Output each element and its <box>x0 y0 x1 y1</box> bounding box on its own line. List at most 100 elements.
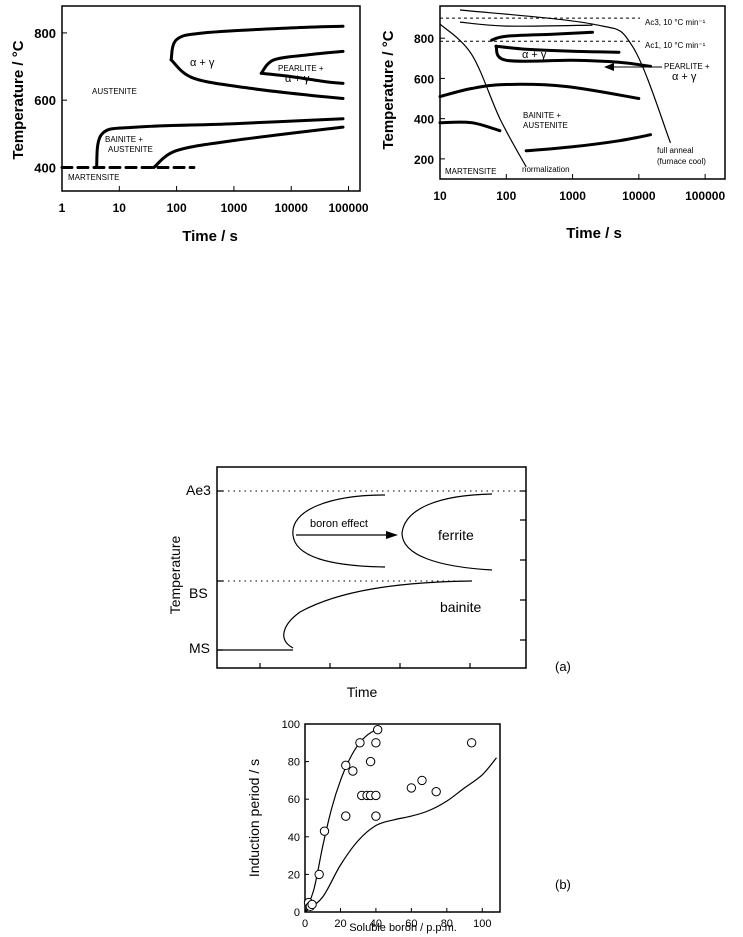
boron-effect-schematic: boron effect ferrite bainite Ae3 BS MS T… <box>167 466 571 700</box>
data-point <box>348 766 358 776</box>
region-label: AUSTENITE <box>108 145 153 154</box>
x-tick-label: 1000 <box>221 201 248 215</box>
tick-marks <box>259 663 471 668</box>
y-axis-label: Induction period / s <box>246 759 262 877</box>
transformation-curve <box>524 133 652 153</box>
arrow-head-icon <box>604 63 614 71</box>
data-point <box>371 790 381 801</box>
x-tick-label: 100 <box>496 189 516 203</box>
y-tick-label: 400 <box>414 113 434 127</box>
y-tick-bs: BS <box>189 585 208 601</box>
y-tick-label: 20 <box>288 869 300 881</box>
x-tick-label: 100000 <box>329 201 369 215</box>
region-label: AUSTENITE <box>92 87 137 96</box>
plot-frame <box>216 466 527 669</box>
panel-label: (a) <box>555 659 571 674</box>
data-point <box>466 738 477 748</box>
transformation-curve <box>490 30 594 42</box>
y-tick-label: 80 <box>288 757 300 769</box>
y-tick-label: 40 <box>288 832 300 844</box>
x-tick-label: 80 <box>441 918 453 930</box>
y-tick-label: 600 <box>414 72 434 86</box>
y-axis-label: Temperature / °C <box>10 40 27 159</box>
y-tick-ae3: Ae3 <box>186 482 211 498</box>
region-label: bainite <box>440 599 481 615</box>
region-label: α + γ <box>285 73 310 85</box>
region-label: MARTENSITE <box>445 167 496 176</box>
tick-marks <box>217 490 526 651</box>
fit-curve <box>304 757 497 913</box>
region-label: PEARLITE + <box>278 64 324 73</box>
transformation-curve <box>95 117 345 169</box>
data-point <box>431 786 441 797</box>
x-tick-label: 1000 <box>559 189 586 203</box>
x-axis-label: Time / s <box>566 225 622 242</box>
x-tick-label: 10000 <box>622 189 656 203</box>
transformation-curve <box>259 49 345 75</box>
data-point <box>371 738 381 748</box>
x-tick-label: 100 <box>167 201 187 215</box>
x-axis-label: Soluble boron / p.p.m. <box>349 922 457 934</box>
x-axis-label: Time <box>347 684 378 700</box>
data-point <box>307 899 317 910</box>
region-label: BAINITE + <box>523 111 561 120</box>
x-tick-label: 100 <box>473 918 491 930</box>
arrow-head-icon <box>386 531 398 539</box>
data-point <box>341 811 351 821</box>
x-tick-label: 10000 <box>275 201 309 215</box>
ttt-diagram-left: 1 10 100 1000 10000 100000 400 600 800 AUSTENITE… <box>10 5 369 245</box>
y-tick-ms: MS <box>189 640 210 656</box>
data-point <box>365 756 376 767</box>
transformation-curve <box>438 120 502 133</box>
region-label: α + γ <box>190 57 215 69</box>
region-label: BAINITE + <box>105 135 143 144</box>
annotation: boron effect <box>310 518 368 530</box>
ferrite-curve-before <box>292 494 386 568</box>
x-tick-label: 60 <box>405 918 417 930</box>
transformation-curve <box>494 44 621 54</box>
annotation: full anneal <box>657 146 694 155</box>
region-label: α + γ <box>672 71 697 83</box>
data-point <box>371 811 381 821</box>
transformation-curve <box>169 58 345 100</box>
ac1-label: Ac1, 10 °C min⁻¹ <box>645 41 706 50</box>
y-tick-label: 60 <box>288 794 300 806</box>
x-tick-label: 10 <box>433 189 447 203</box>
region-label: α + γ <box>522 49 547 61</box>
y-tick-label: 400 <box>34 160 56 175</box>
transformation-curve <box>259 71 345 85</box>
region-label: MARTENSITE <box>68 173 119 182</box>
bainite-curve <box>283 580 473 649</box>
plot-frame <box>304 723 501 913</box>
fit-curve <box>304 727 380 913</box>
annotation: normalization <box>522 165 570 174</box>
cooling-curve <box>439 23 527 168</box>
data-point <box>406 783 417 793</box>
transformation-curve <box>152 125 345 169</box>
x-tick-label: 10 <box>113 201 127 215</box>
x-axis-label: Time / s <box>182 228 238 245</box>
ferrite-curve-after <box>401 493 493 571</box>
plot-frame <box>439 5 726 180</box>
data-point <box>355 738 365 748</box>
y-axis-label: Temperature <box>167 535 183 614</box>
y-tick-label: 800 <box>414 32 434 46</box>
x-tick-label: 20 <box>334 918 346 930</box>
ac3-label: Ac3, 10 °C min⁻¹ <box>645 18 706 27</box>
region-label: AUSTENITE <box>523 121 568 130</box>
data-point <box>417 775 427 786</box>
data-point <box>372 724 383 735</box>
y-axis-label: Temperature / °C <box>380 30 397 149</box>
x-tick-label: 40 <box>370 918 382 930</box>
y-tick-label: 0 <box>294 907 300 919</box>
y-tick-label: 200 <box>414 153 434 167</box>
y-tick-label: 100 <box>282 719 300 731</box>
plot-frame <box>61 5 361 192</box>
cct-diagram-right: 10 100 1000 10000 100000 200 400 600 800 Ac3, 10… <box>380 5 726 242</box>
panel-label: (b) <box>555 877 571 892</box>
y-tick-label: 800 <box>34 26 56 41</box>
x-tick-label: 1 <box>59 201 66 215</box>
data-point <box>314 869 324 880</box>
y-tick-label: 600 <box>34 93 56 108</box>
region-label: PEARLITE + <box>664 62 710 71</box>
